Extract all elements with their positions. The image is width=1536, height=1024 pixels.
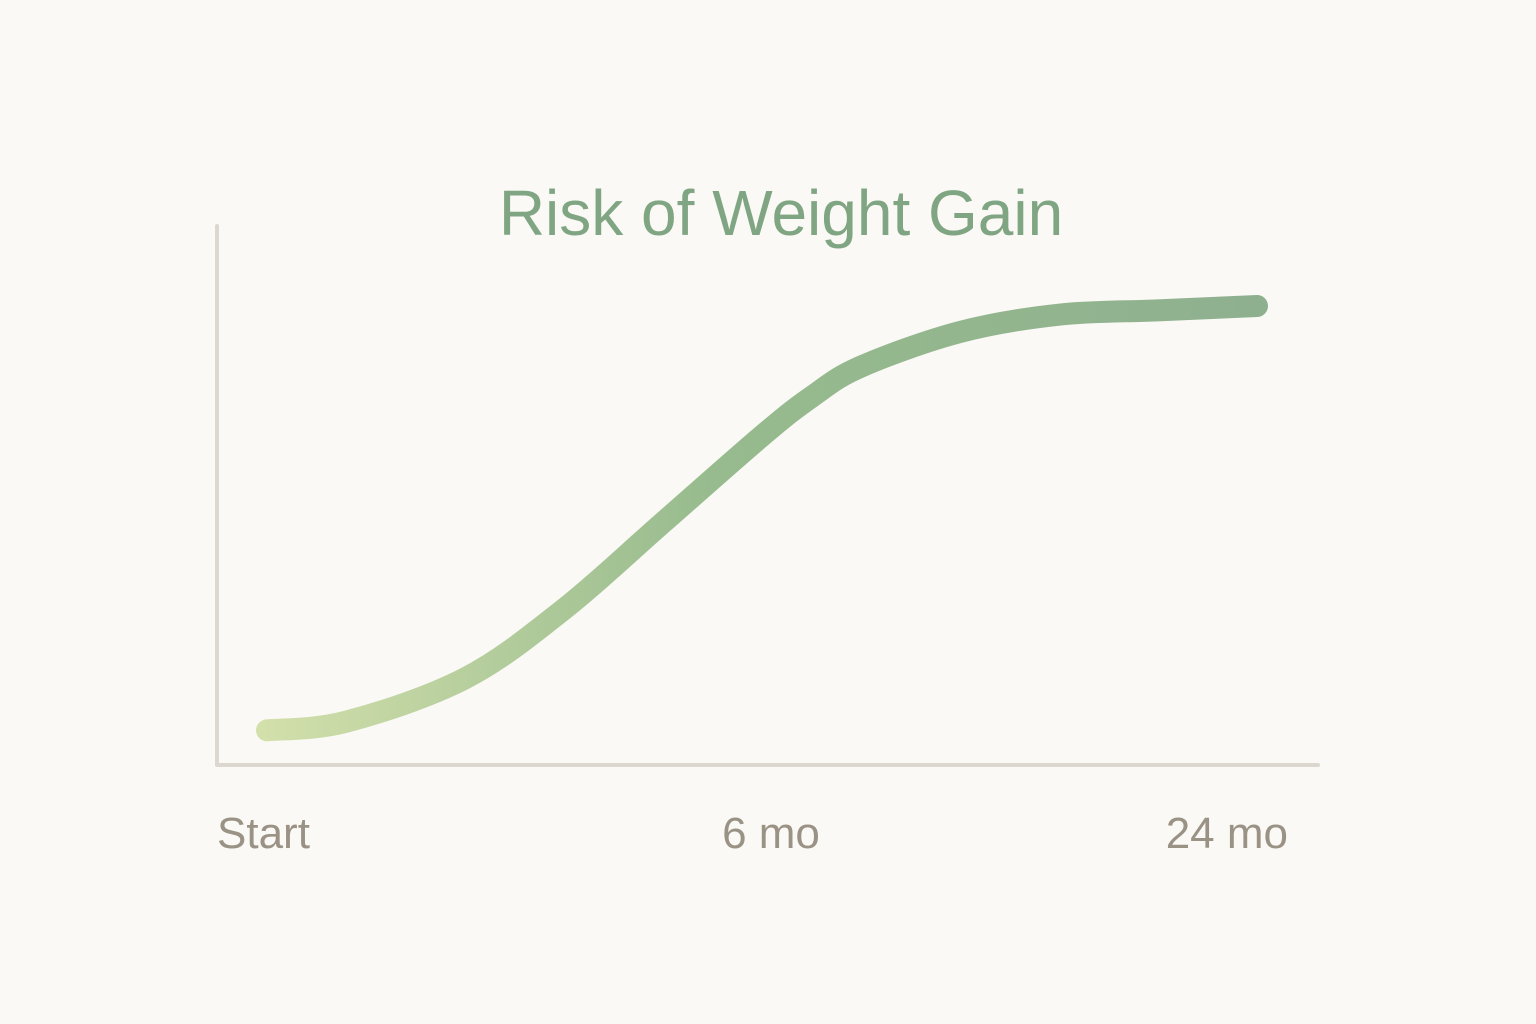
x-tick-label: 6 mo <box>722 809 820 858</box>
x-tick-label: 24 mo <box>1166 809 1288 858</box>
chart-title: Risk of Weight Gain <box>499 177 1063 249</box>
x-tick-label: Start <box>217 809 310 858</box>
risk-curve-line <box>256 295 1268 742</box>
x-tick-labels: Start 6 mo 24 mo <box>217 809 1288 858</box>
